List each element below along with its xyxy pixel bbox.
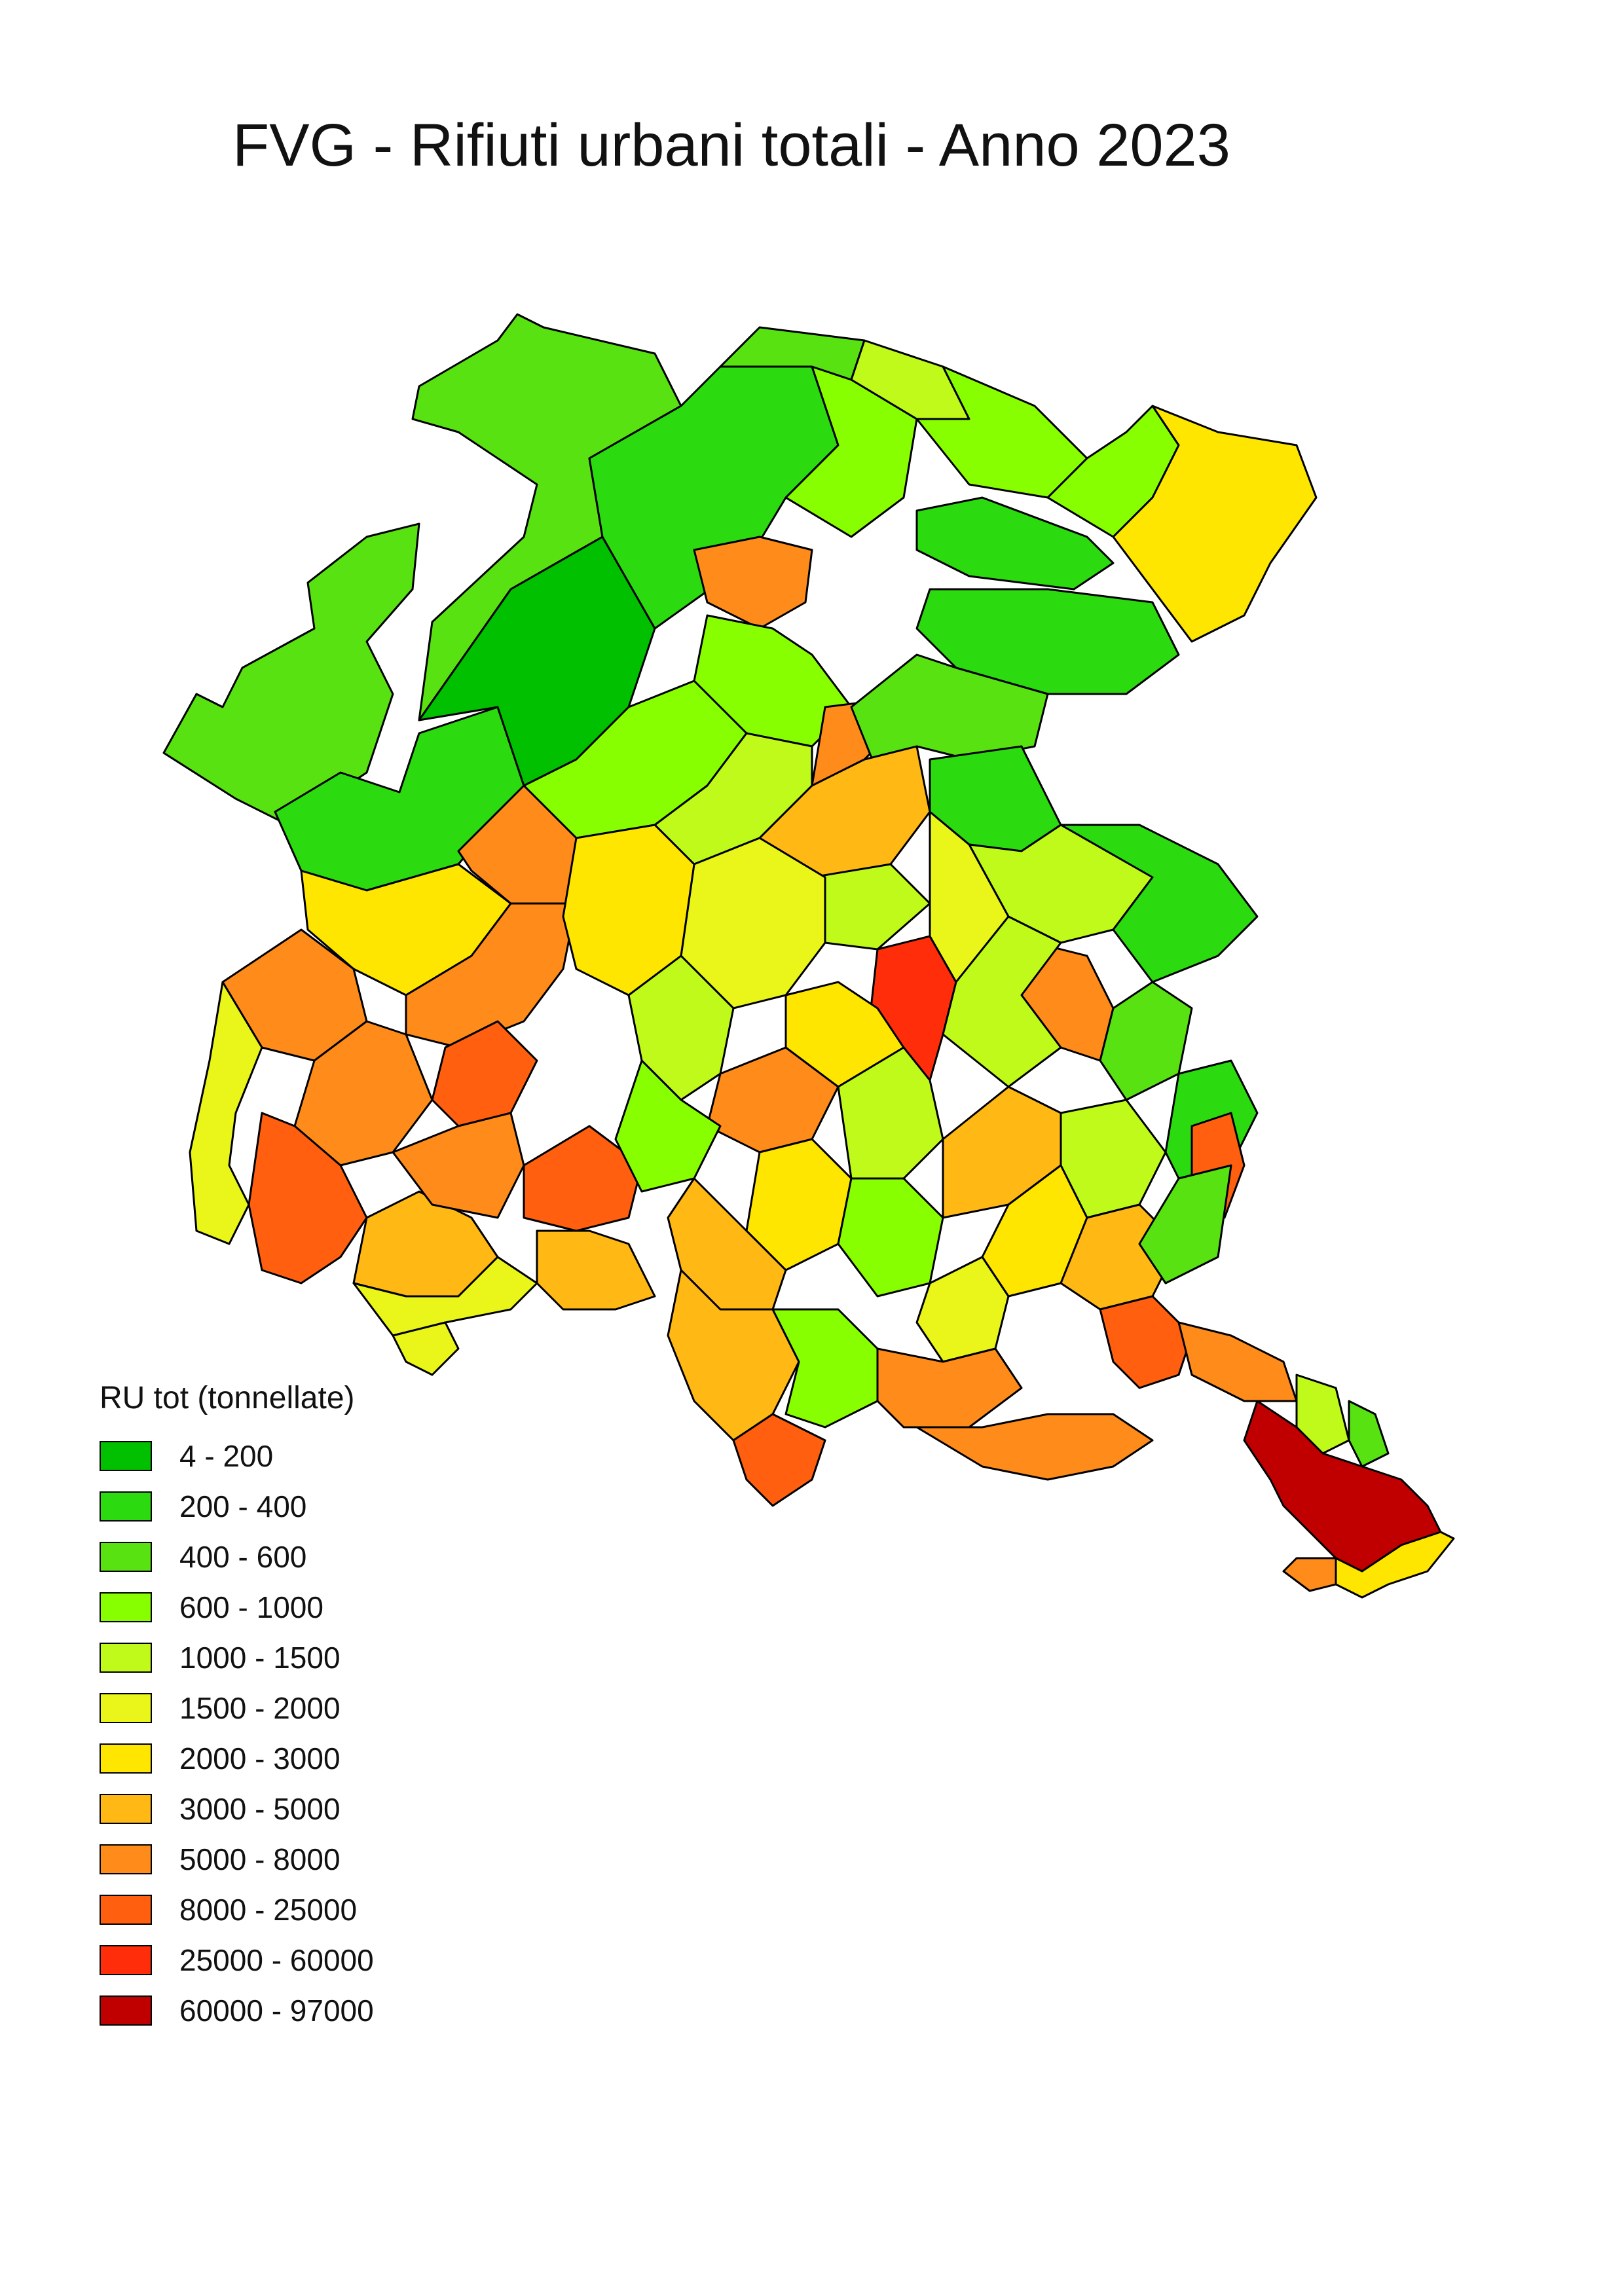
map-legend: RU tot (tonnellate) 4 - 200 200 - 400 40… [100,1380,374,2035]
legend-label: 200 - 400 [179,1489,307,1523]
legend-label: 60000 - 97000 [179,1993,374,2028]
legend-swatch [100,1743,152,1774]
map-title: FVG - Rifiuti urbani totali - Anno 2023 [232,112,1230,179]
legend-label: 8000 - 25000 [179,1892,358,1927]
legend-swatch [100,1894,152,1925]
region-north-3 [915,365,1088,499]
legend-swatch [100,1844,152,1874]
region-center-orange-n [693,536,813,630]
legend-swatch [100,1491,152,1522]
region-pn-se [523,1125,643,1232]
legend-item: 200 - 400 [100,1481,374,1531]
legend-title: RU tot (tonnellate) [100,1381,355,1415]
legend-label: 400 - 600 [179,1539,307,1574]
legend-swatch [100,1541,152,1572]
region-pn-west-2 [189,981,263,1245]
legend-item: 8000 - 25000 [100,1884,374,1935]
legend-rows: 4 - 200 200 - 400 400 - 600 600 - 1000 1… [100,1430,374,2035]
legend-item: 25000 - 60000 [100,1935,374,1985]
region-udine-n [811,863,931,951]
legend-label: 600 - 1000 [179,1590,323,1624]
legend-swatch [100,1440,152,1471]
region-north-east-green [915,588,1180,695]
legend-swatch [100,1944,152,1975]
legend-swatch [100,1995,152,2026]
legend-item: 600 - 1000 [100,1582,374,1632]
region-grado [915,1413,1154,1481]
legend-item: 2000 - 3000 [100,1733,374,1783]
legend-label: 1000 - 1500 [179,1640,341,1675]
legend-swatch [100,1692,152,1723]
legend-item: 3000 - 5000 [100,1783,374,1834]
region-canal-valley [915,496,1115,591]
legend-swatch [100,1793,152,1824]
region-monfalcone [1099,1295,1193,1389]
region-duino [1177,1321,1298,1402]
region-east-border [1060,824,1259,983]
region-south-2 [771,1308,879,1429]
region-udine-e [942,915,1062,1088]
region-pn-sw [392,1321,460,1376]
region-pn-center [405,902,578,1049]
legend-item: 4 - 200 [100,1430,374,1481]
legend-label: 1500 - 2000 [179,1690,341,1725]
legend-swatch [100,1592,152,1622]
region-muggia-w [1282,1557,1337,1592]
legend-item: 5000 - 8000 [100,1834,374,1884]
region-carso-1 [1295,1374,1350,1455]
region-carso-2 [1348,1400,1390,1468]
region-east-green-3 [1138,1164,1232,1285]
region-spilimbergo [562,824,695,996]
legend-item: 400 - 600 [100,1531,374,1582]
region-tarvisio [1112,405,1318,643]
region-south-3 [876,1347,1023,1429]
legend-label: 2000 - 3000 [179,1741,341,1776]
region-muggia [1335,1531,1455,1599]
region-pn-southmost [536,1230,656,1311]
region-plain-7 [837,1177,944,1298]
legend-label: 25000 - 60000 [179,1942,374,1977]
region-lignano [732,1413,826,1507]
region-far-west [162,522,420,826]
legend-label: 3000 - 5000 [179,1791,341,1826]
legend-item: 60000 - 97000 [100,1985,374,2035]
legend-label: 4 - 200 [179,1438,274,1473]
legend-label: 5000 - 8000 [179,1842,341,1876]
legend-item: 1500 - 2000 [100,1683,374,1733]
legend-swatch [100,1642,152,1673]
region-pn-south-2 [248,1112,368,1285]
legend-item: 1000 - 1500 [100,1632,374,1683]
